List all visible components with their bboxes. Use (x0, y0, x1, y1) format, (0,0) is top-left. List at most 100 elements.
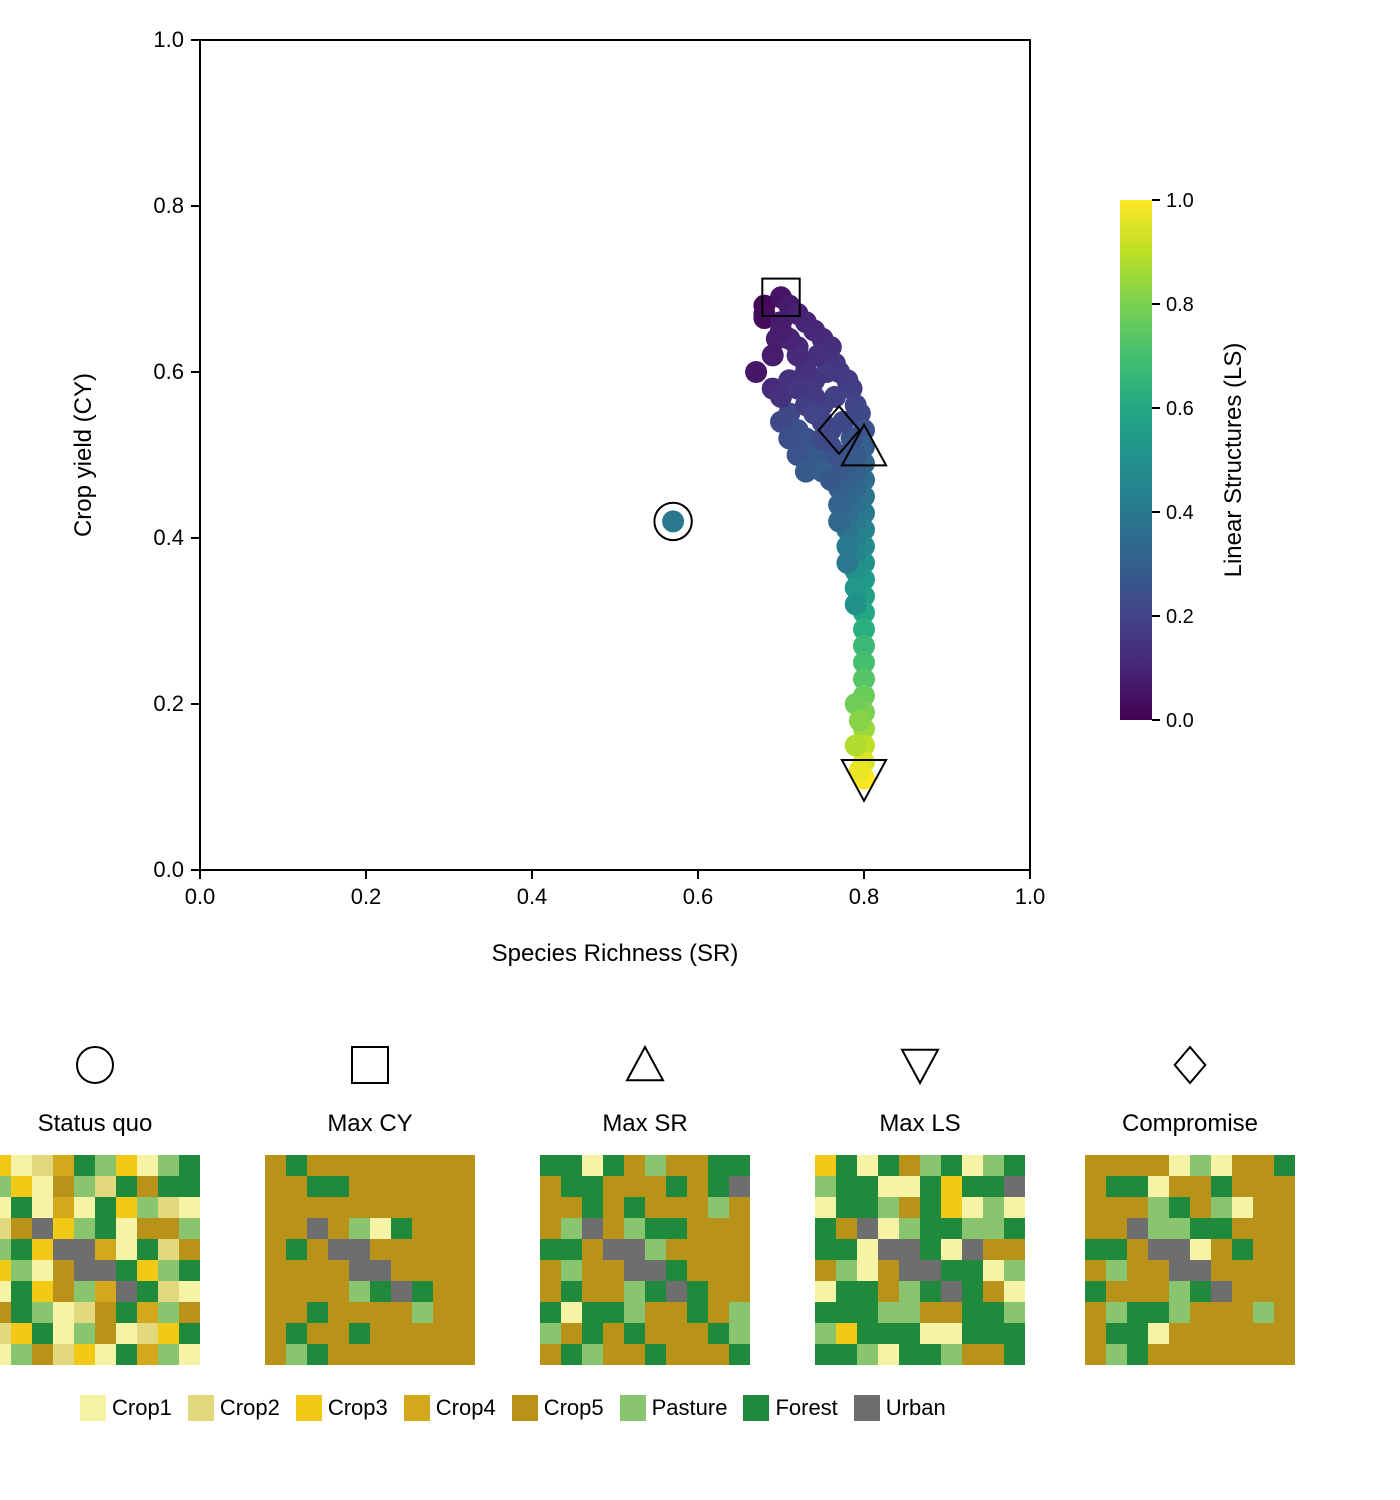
minimap-cell (265, 1302, 286, 1323)
minimap-cell (391, 1197, 412, 1218)
minimap-cell (1169, 1344, 1190, 1365)
minimap-cell (624, 1323, 645, 1344)
minimap-cell (540, 1344, 561, 1365)
minimap-cell (1085, 1155, 1106, 1176)
minimap-cell (582, 1197, 603, 1218)
minimap-cell (116, 1176, 137, 1197)
minimap-cell (1190, 1260, 1211, 1281)
minimap-cell (857, 1155, 878, 1176)
minimap-cell (857, 1344, 878, 1365)
minimap-cell (941, 1323, 962, 1344)
minimap-cell (729, 1176, 750, 1197)
minimap-cell (1004, 1323, 1025, 1344)
minimap-cell (582, 1218, 603, 1239)
legend-label: Crop5 (544, 1395, 604, 1421)
minimap-cell (1127, 1176, 1148, 1197)
minimap-cell (370, 1197, 391, 1218)
minimap-cell (561, 1176, 582, 1197)
minimap-cell (32, 1176, 53, 1197)
minimap-cell (857, 1218, 878, 1239)
minimap-cell (370, 1239, 391, 1260)
minimap-cell (624, 1302, 645, 1323)
minimap-cell (708, 1260, 729, 1281)
minimap-cell (116, 1239, 137, 1260)
minimap-cell (836, 1176, 857, 1197)
minimap-cell (878, 1239, 899, 1260)
minimap-cell (1274, 1176, 1295, 1197)
minimap-cell (666, 1176, 687, 1197)
minimap-cell (53, 1260, 74, 1281)
minimap-cell (53, 1281, 74, 1302)
minimap-cell (412, 1218, 433, 1239)
minimap-cell (666, 1239, 687, 1260)
minimap-cell (708, 1218, 729, 1239)
minimap-cell (349, 1155, 370, 1176)
minimap-cell (412, 1260, 433, 1281)
minimap-cell (1253, 1155, 1274, 1176)
minimap-cell (941, 1218, 962, 1239)
minimap-cell (412, 1344, 433, 1365)
colorbar-gradient (1120, 200, 1152, 720)
minimap-cell (433, 1197, 454, 1218)
minimap-cell (878, 1302, 899, 1323)
minimap-cell (1085, 1302, 1106, 1323)
minimap-cell (1106, 1281, 1127, 1302)
minimap-cell (1085, 1239, 1106, 1260)
minimap-cell (624, 1197, 645, 1218)
minimap-cell (11, 1197, 32, 1218)
minimap-cell (1253, 1239, 1274, 1260)
legend-label: Pasture (652, 1395, 728, 1421)
minimap-cell (95, 1260, 116, 1281)
minimap-cell (158, 1197, 179, 1218)
minimap-cell (1211, 1155, 1232, 1176)
minimap-cell (137, 1155, 158, 1176)
legend-label: Crop2 (220, 1395, 280, 1421)
minimap-cell (857, 1281, 878, 1302)
minimap-cell (1169, 1260, 1190, 1281)
minimap-cell (1274, 1239, 1295, 1260)
minimap-cell (1148, 1176, 1169, 1197)
minimap-cell (74, 1260, 95, 1281)
minimap-cell (729, 1281, 750, 1302)
minimap-cell (666, 1218, 687, 1239)
minimap-cell (53, 1239, 74, 1260)
legend-swatch (188, 1395, 214, 1421)
minimap-cell (983, 1197, 1004, 1218)
minimap-cell (878, 1197, 899, 1218)
minimap-cell (1232, 1197, 1253, 1218)
legend-swatch (743, 1395, 769, 1421)
minimap-cell (645, 1218, 666, 1239)
minimap-cell (1253, 1344, 1274, 1365)
minimap-cell (920, 1323, 941, 1344)
minimap-cell (265, 1197, 286, 1218)
minimap-cell (307, 1197, 328, 1218)
minimap-cell (1232, 1239, 1253, 1260)
minimap-cell (1211, 1344, 1232, 1365)
minimap-cell (540, 1239, 561, 1260)
minimap-cell (878, 1155, 899, 1176)
minimap-cell (1148, 1218, 1169, 1239)
minimap-cell (1211, 1281, 1232, 1302)
minimap-cell (137, 1197, 158, 1218)
minimap-cell (11, 1218, 32, 1239)
minimap-cell (265, 1218, 286, 1239)
legend-item-crop3: Crop3 (296, 1395, 388, 1421)
minimap-cell (983, 1302, 1004, 1323)
minimap-cell (11, 1176, 32, 1197)
minimap-status_quo (0, 1155, 200, 1365)
minimap-cell (412, 1239, 433, 1260)
minimap-cell (1085, 1176, 1106, 1197)
minimap-cell (1106, 1344, 1127, 1365)
minimap-cell (370, 1344, 391, 1365)
minimap-cell (836, 1302, 857, 1323)
minimap-cell (815, 1302, 836, 1323)
minimap-cell (857, 1176, 878, 1197)
scenario-label: Max CY (250, 1110, 490, 1138)
minimap-cell (370, 1218, 391, 1239)
minimap-cell (391, 1239, 412, 1260)
minimap-cell (836, 1218, 857, 1239)
minimap-cell (11, 1155, 32, 1176)
minimap-cell (116, 1302, 137, 1323)
minimap-cell (1190, 1239, 1211, 1260)
minimap-cell (1085, 1281, 1106, 1302)
